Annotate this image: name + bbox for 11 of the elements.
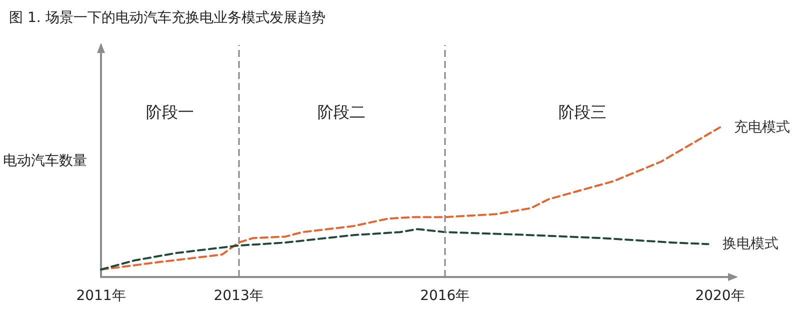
x-tick-label: 2020年 (695, 288, 745, 304)
text: 阶段一 (146, 102, 194, 122)
x-tick-label: 2013年 (214, 288, 264, 304)
x-tick-label: 2016年 (420, 288, 470, 304)
x-tick-label: 2011年 (76, 288, 126, 304)
text: 阶段三 (558, 102, 606, 122)
series-label: 换电模式 (722, 236, 778, 252)
y-axis-title: 电动汽车数量 (3, 153, 87, 169)
series-label: 充电模式 (734, 119, 790, 136)
chart-title: 图 1. 场景一下的电动汽车充换电业务模式发展趋势 (9, 10, 326, 26)
text: 阶段二 (318, 102, 366, 122)
